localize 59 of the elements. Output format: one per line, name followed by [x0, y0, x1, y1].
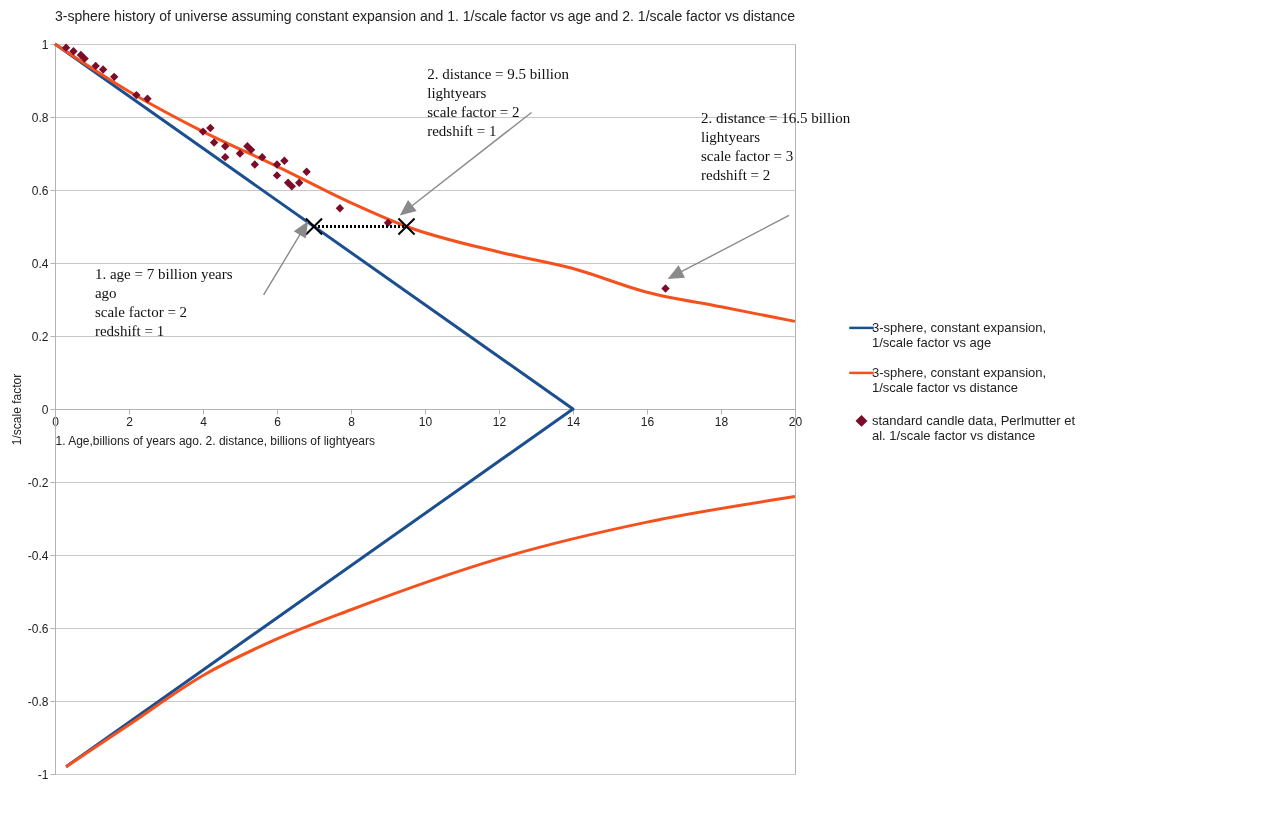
legend-label: standard candle data, Perlmutter et al. 1/scale factor vs distance	[872, 412, 1076, 443]
y-tick-label: 0.8	[31, 110, 49, 125]
x-tick-label: 10	[418, 414, 433, 429]
y-tick-label: -0.2	[27, 475, 49, 490]
legend-label: 3-sphere, constant expansion, 1/scale factor vs age	[872, 319, 1047, 350]
point	[397, 217, 416, 236]
point	[221, 142, 230, 151]
x-tick-label: 18	[714, 414, 729, 429]
x-tick-label: 16	[640, 414, 655, 429]
y-tick-label: 1	[41, 37, 49, 52]
y-tick-label: -1	[37, 767, 49, 782]
x-tick-label: 8	[348, 414, 356, 429]
point	[132, 90, 141, 100]
point	[206, 123, 215, 133]
point	[110, 72, 119, 82]
point	[98, 65, 108, 74]
point	[295, 178, 304, 187]
point	[661, 284, 670, 293]
x-axis-title: 1. Age,billions of years ago. 2. distance, billions of lightyears	[55, 433, 376, 448]
x-tick-label: 2	[126, 414, 134, 429]
y-axis-title: 1/scale factor	[9, 373, 24, 446]
point	[258, 152, 267, 162]
point	[304, 217, 324, 236]
point	[221, 152, 230, 162]
y-tick-label: 0.2	[31, 329, 49, 344]
point	[287, 182, 296, 191]
point	[302, 167, 311, 176]
annotation: 2. distance = 9.5 billion lightyears scale factor = 2 redshift = 1	[427, 66, 570, 140]
y-tick-label: -0.8	[27, 694, 49, 709]
point	[198, 127, 208, 136]
y-tick-label: 0.4	[31, 256, 49, 271]
point	[235, 149, 245, 158]
point	[280, 156, 289, 165]
point	[335, 204, 345, 213]
x-tick-label: 20	[788, 414, 803, 429]
point	[272, 171, 282, 180]
point	[76, 50, 86, 60]
point	[143, 94, 152, 103]
chart-title: 3-sphere history of universe assuming constant expansion and 1. 1/scale factor vs age and 2. 1/scale factor vs distance	[54, 8, 796, 24]
point	[383, 218, 393, 228]
point	[91, 61, 100, 71]
point	[69, 47, 78, 56]
y-tick-label: -0.6	[27, 621, 49, 636]
point	[209, 138, 219, 147]
annotation: 1. age = 7 billion years ago scale factor = 2 redshift = 1	[94, 266, 233, 340]
y-tick-label: -0.4	[27, 548, 49, 563]
point	[80, 54, 89, 63]
annotation: 2. distance = 16.5 billion lightyears scale factor = 3 redshift = 2	[701, 110, 851, 184]
point	[246, 145, 256, 155]
x-tick-label: 14	[566, 414, 581, 429]
point	[272, 160, 282, 169]
legend-label: 3-sphere, constant expansion, 1/scale factor vs distance	[872, 364, 1047, 395]
x-tick-label: 6	[274, 414, 282, 429]
point	[250, 160, 259, 169]
point	[61, 43, 71, 52]
y-tick-label: 0.6	[31, 183, 49, 198]
x-tick-label: 12	[492, 414, 507, 429]
x-tick-label: 4	[200, 414, 208, 429]
y-tick-label: 0	[41, 402, 49, 417]
